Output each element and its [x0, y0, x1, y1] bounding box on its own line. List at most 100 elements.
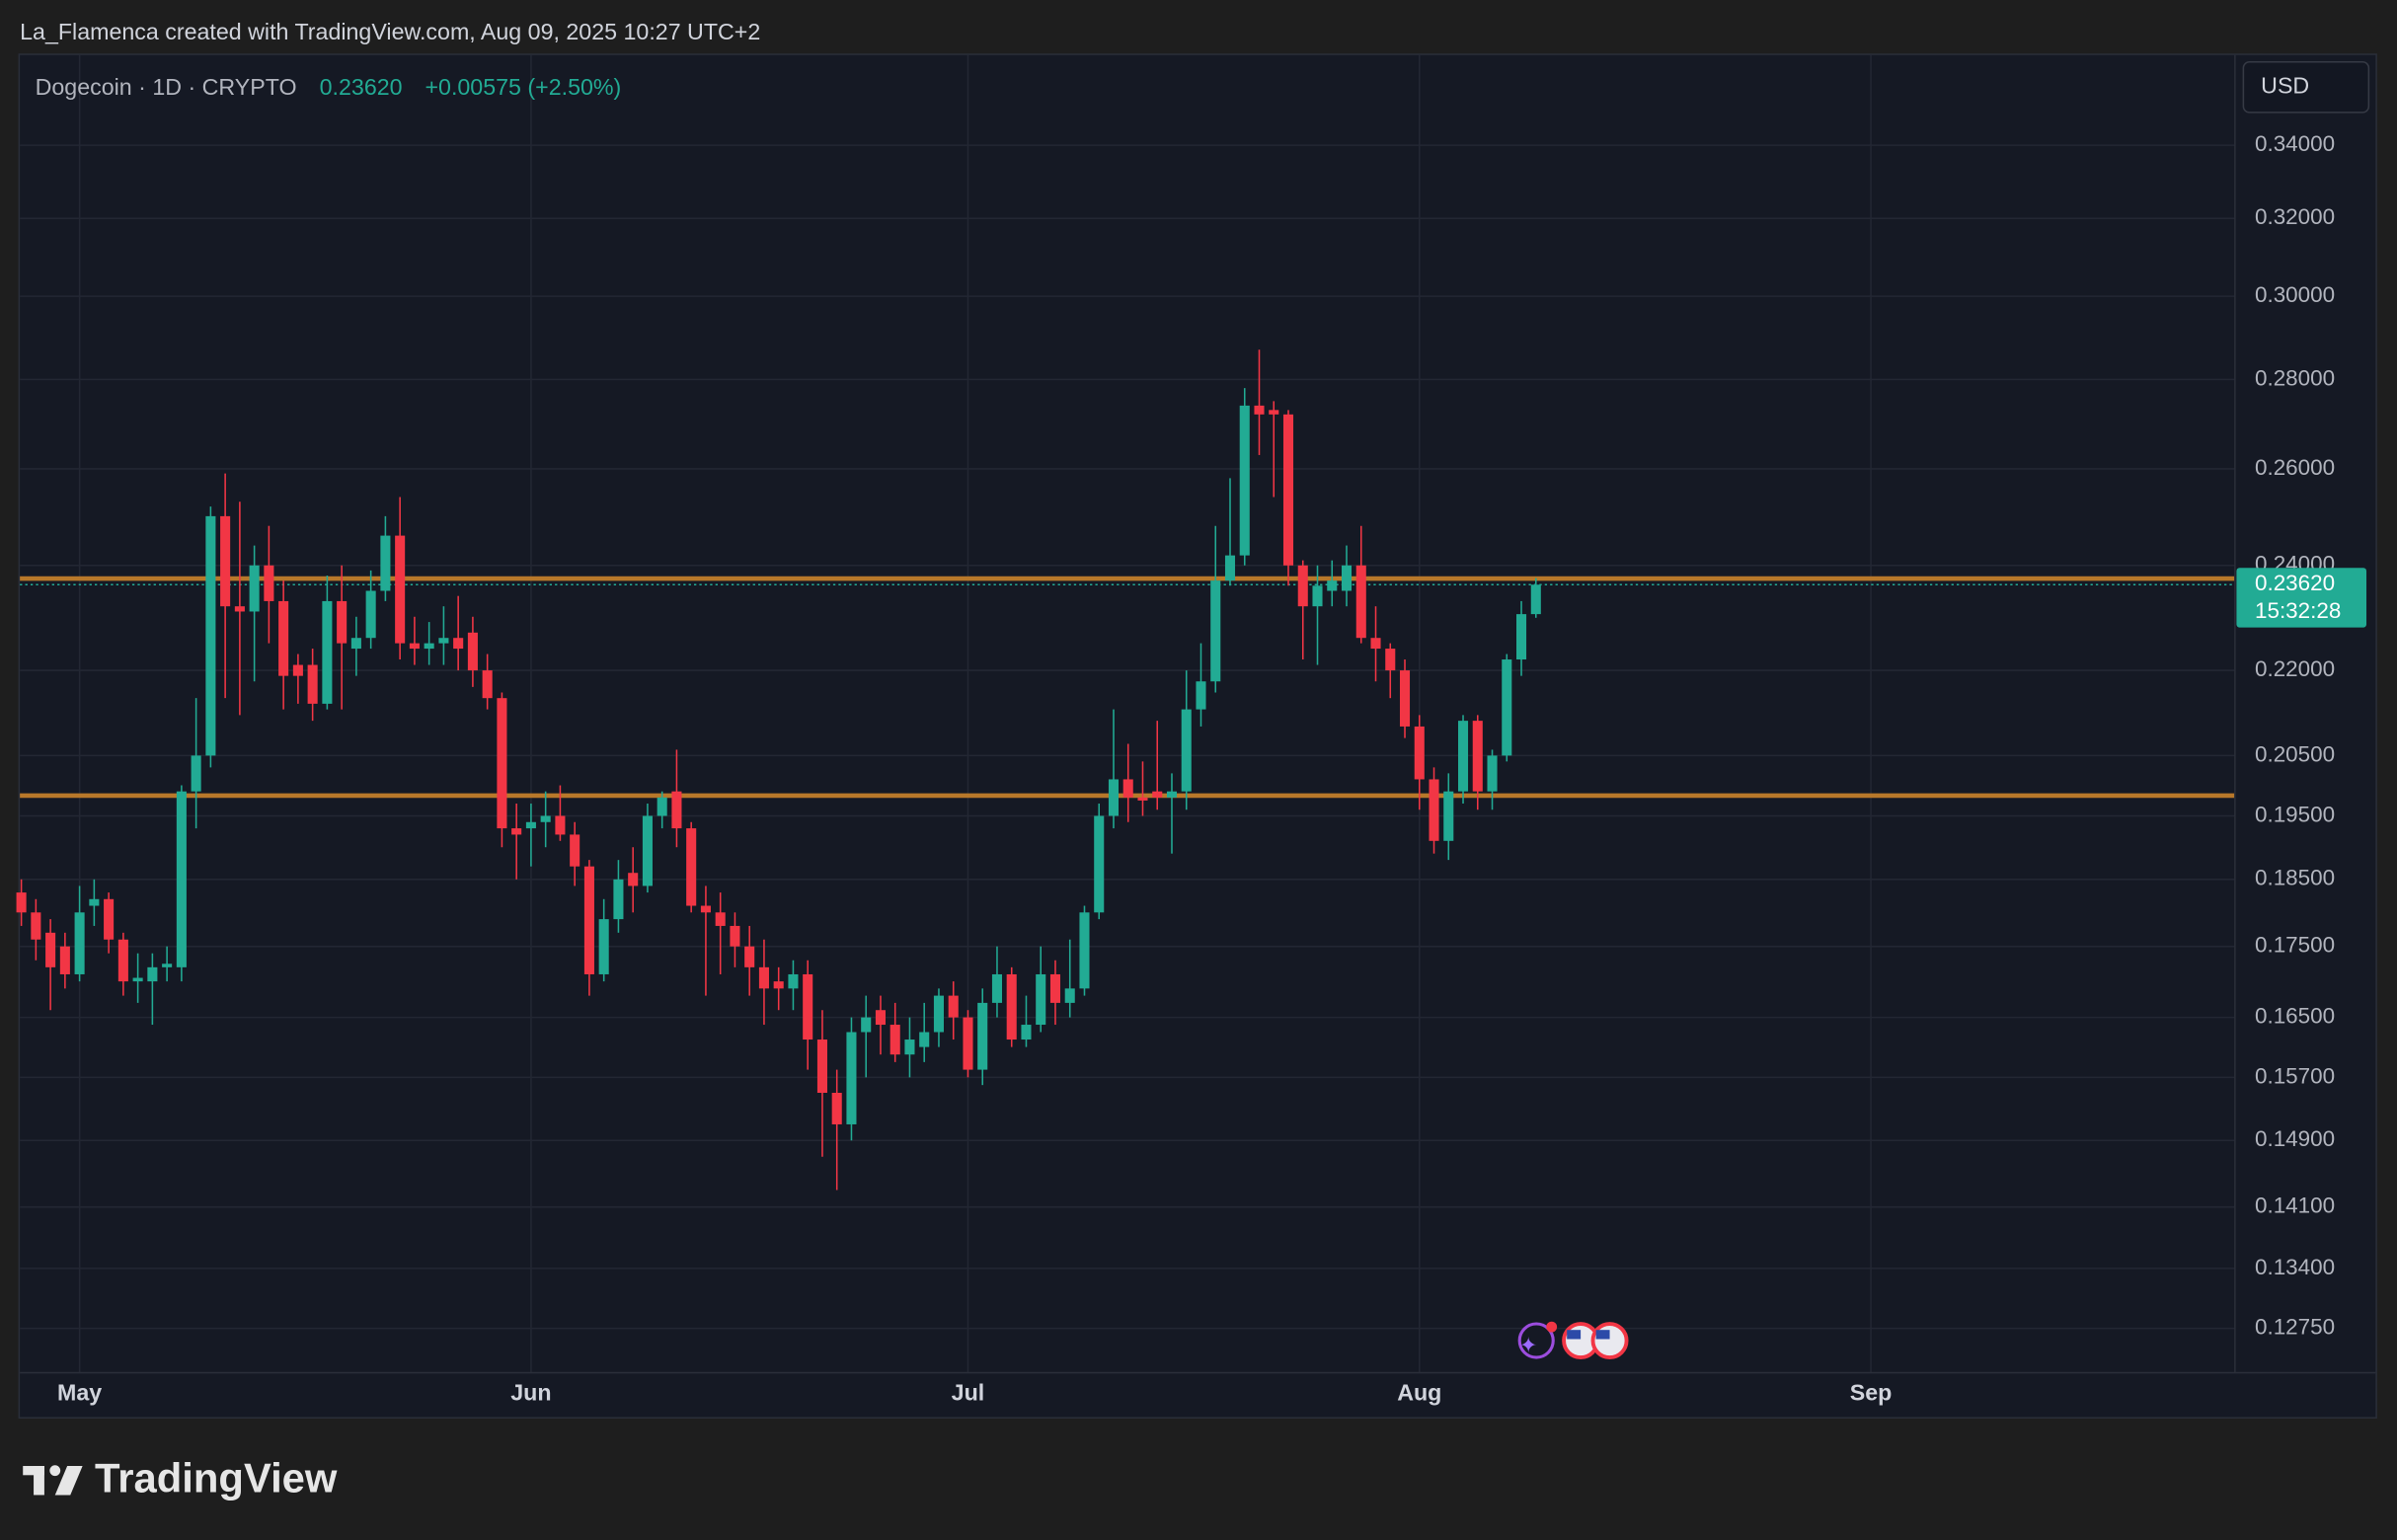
candle-body — [424, 643, 434, 650]
candle-body — [555, 815, 566, 835]
grid — [20, 54, 2235, 1373]
y-tick-label: 0.20500 — [2255, 741, 2335, 766]
candle-body — [322, 600, 333, 704]
candle-body — [846, 1032, 857, 1124]
y-tick-label: 0.28000 — [2255, 365, 2335, 390]
candle-body — [1181, 709, 1192, 792]
currency-box[interactable] — [2242, 60, 2370, 114]
event-spark: ✦ — [1519, 1333, 1537, 1357]
candle-body — [1269, 410, 1279, 415]
candle-body — [744, 946, 755, 967]
candle-body — [1282, 414, 1294, 566]
candle-body — [1341, 565, 1353, 591]
candle-body — [264, 565, 274, 601]
event-flag[interactable] — [1590, 1322, 1629, 1360]
logo — [23, 1465, 83, 1496]
currency[interactable]: USD — [2261, 72, 2309, 98]
y-tick-label: 0.14100 — [2255, 1194, 2335, 1218]
countdown: 15:32:28 — [2255, 598, 2341, 623]
y-tick-label: 0.26000 — [2255, 455, 2335, 480]
y-tick-label: 0.16500 — [2255, 1004, 2335, 1029]
candle-body — [1049, 973, 1061, 1003]
event-dot — [1546, 1321, 1558, 1333]
candle-body — [628, 873, 639, 886]
axes: 0.340000.320000.300000.280000.260000.240… — [57, 131, 2367, 1405]
flag-canton — [1595, 1330, 1610, 1340]
candle-body — [59, 946, 70, 974]
y-tick-label: 0.12750 — [2255, 1315, 2335, 1340]
flag-canton — [1567, 1330, 1582, 1340]
symbol-title: Dogecoin · 1D · CRYPTO — [36, 74, 297, 100]
chart-pane — [18, 53, 2377, 1420]
candle-body — [598, 919, 609, 974]
last-price: 0.23620 — [320, 74, 403, 100]
candle-body — [467, 632, 478, 671]
candle-body — [991, 973, 1003, 1003]
candle-body — [31, 912, 41, 940]
candle-body — [613, 879, 624, 920]
y-tick-label: 0.17500 — [2255, 933, 2335, 958]
candle-body — [861, 1017, 872, 1033]
candle-body — [1355, 565, 1366, 639]
candle-body — [1196, 681, 1206, 710]
candle-body — [875, 1010, 886, 1026]
y-tick-label: 0.32000 — [2255, 204, 2335, 229]
candle-body — [1429, 779, 1439, 841]
event-icon[interactable] — [1517, 1322, 1555, 1359]
candle-body — [773, 981, 784, 989]
candle-body — [89, 898, 100, 906]
candle-body — [1166, 791, 1178, 798]
candle-body — [788, 973, 799, 989]
candle-body — [205, 515, 216, 756]
candle-body — [1443, 791, 1454, 841]
candle-body — [686, 828, 697, 906]
candle-body — [1327, 580, 1338, 591]
candle-body — [1487, 755, 1498, 792]
candle-body — [350, 638, 361, 650]
y-tick-label: 0.22000 — [2255, 656, 2335, 681]
candle-body — [278, 600, 289, 676]
candle-body — [132, 977, 143, 982]
candle-body — [904, 1040, 915, 1055]
candle-body — [74, 912, 85, 974]
price-change: +0.00575 (+2.50%) — [425, 74, 621, 100]
candle-body — [1385, 649, 1396, 671]
y-tick-label: 0.34000 — [2255, 131, 2335, 156]
candle-body — [1137, 797, 1148, 801]
candle-body — [919, 1032, 930, 1047]
y-tick-label: 0.15700 — [2255, 1063, 2335, 1088]
candle-body — [438, 638, 449, 644]
candle-body — [700, 905, 711, 913]
candle-body — [292, 664, 303, 676]
candle-body — [104, 898, 115, 940]
candle-body — [977, 1002, 988, 1070]
candle-body — [583, 866, 594, 974]
candle-body — [715, 912, 726, 926]
candle-body — [1064, 988, 1075, 1003]
candle-body — [642, 815, 653, 886]
candle-body — [395, 535, 406, 644]
candle-body — [1210, 580, 1221, 682]
candle-body — [117, 939, 128, 982]
last-price-tag-label: 0.23620 — [2255, 571, 2335, 595]
candle-body — [1399, 670, 1411, 727]
candle-body — [1006, 973, 1017, 1040]
candle-body — [337, 600, 348, 644]
candle-body — [176, 791, 187, 967]
candle-body — [933, 995, 944, 1033]
y-tick-label: 0.13400 — [2255, 1255, 2335, 1279]
x-tick-label: May — [57, 1379, 102, 1405]
candle-body — [1370, 638, 1381, 650]
y-tick-label: 0.30000 — [2255, 282, 2335, 307]
candle-body — [1502, 659, 1512, 756]
candle-body — [671, 791, 682, 829]
candle-body — [1457, 721, 1469, 792]
candle-body — [1122, 779, 1133, 798]
x-tick-label: Jul — [952, 1379, 985, 1405]
candle-body — [511, 828, 522, 835]
candle-body — [307, 664, 318, 704]
candle-body — [1079, 912, 1090, 989]
candle-body — [803, 973, 813, 1040]
